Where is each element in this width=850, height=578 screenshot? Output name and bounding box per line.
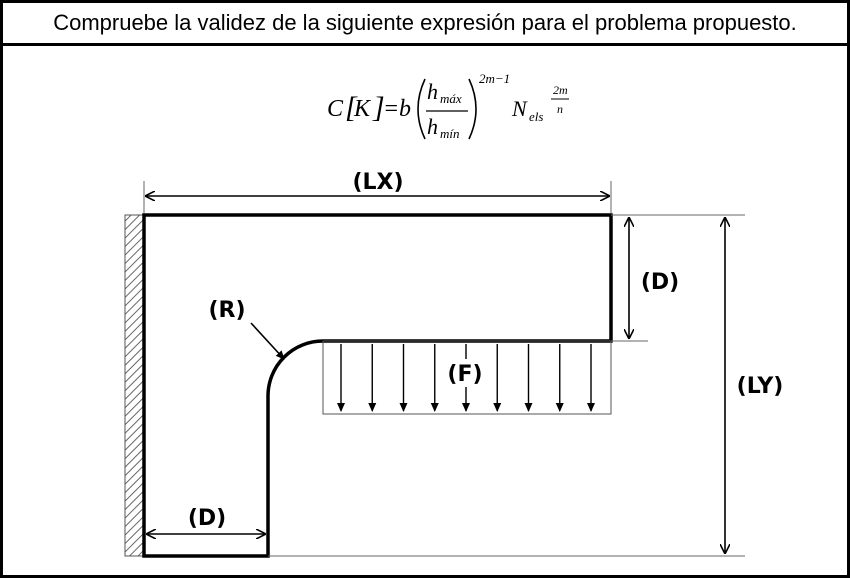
label-d-bottom: (D) <box>188 506 226 531</box>
formula-equals: = <box>383 96 399 122</box>
radius-leader-arrow <box>250 322 285 360</box>
formula-paren-open <box>417 78 426 140</box>
label-f-background <box>443 359 487 387</box>
formula: C [ K ] = b h máx h mín 2m−1 N els 2m n <box>323 59 583 147</box>
label-d-right: (D) <box>641 270 679 295</box>
formula-exp-num: 2m <box>553 83 568 97</box>
formula-num-sub: máx <box>440 91 462 106</box>
label-r: (R) <box>208 298 245 323</box>
beam-diagram: (LX) (D) (LY) (D) (R) (F) <box>124 170 784 558</box>
formula-bracket-close: ] <box>372 91 385 124</box>
formula-paren-close <box>468 78 477 140</box>
formula-num-h: h <box>427 79 438 104</box>
l-shaped-part <box>142 213 613 558</box>
formula-N-sub: els <box>529 109 543 124</box>
distributed-load-box <box>322 340 612 415</box>
formula-K: K <box>353 96 372 122</box>
formula-bracket-open: [ <box>345 91 358 124</box>
label-lx: (LX) <box>352 170 403 195</box>
formula-N: N <box>511 96 528 121</box>
formula-power: 2m−1 <box>479 71 510 86</box>
formula-C: C <box>327 96 344 122</box>
fixed-support-wall <box>124 214 145 557</box>
label-ly: (LY) <box>737 374 784 399</box>
problem-statement: Compruebe la validez de la siguiente exp… <box>3 3 847 46</box>
formula-den-sub: mín <box>440 126 460 141</box>
formula-den-h: h <box>427 114 438 139</box>
distributed-load-arrows <box>337 344 595 412</box>
label-f: (F) <box>447 362 482 387</box>
formula-exp-den: n <box>557 102 563 116</box>
formula-b: b <box>399 96 411 122</box>
